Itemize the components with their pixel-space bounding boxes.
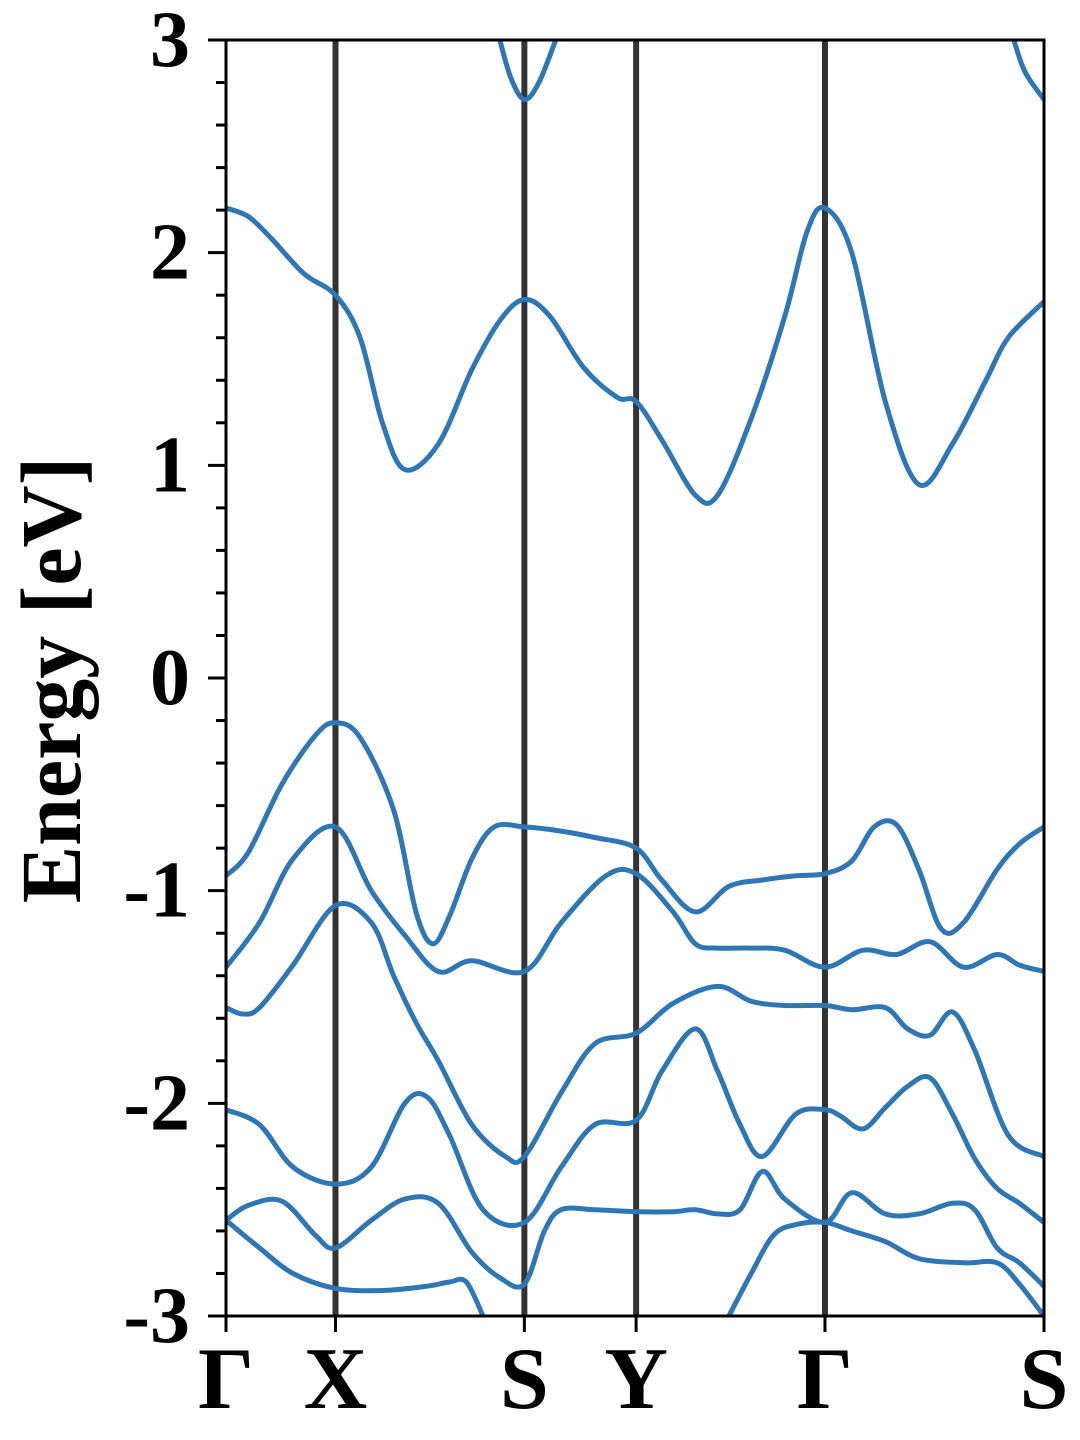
y-tick-label: 3 [150,0,190,84]
x-tick-label: Γ [797,1331,853,1428]
band-line [226,1217,486,1316]
y-tick-label: -2 [123,1059,190,1147]
high-symmetry-lines [332,40,828,1316]
y-minor-ticks [216,81,226,1275]
y-tick-label: -3 [123,1272,190,1360]
band-line [726,1219,1044,1316]
band-line [226,204,1044,506]
x-tick-label: Y [604,1331,668,1428]
y-major-ticks [208,38,226,1318]
y-tick-label: 0 [150,634,190,722]
x-tick-label: S [1020,1331,1069,1428]
y-axis-label: Energy [eV] [3,457,99,904]
band-line [226,720,1044,947]
energy-bands [226,40,1044,1316]
band-line [226,901,1044,1166]
x-tick-label: Γ [198,1331,254,1428]
band-line [497,40,559,102]
band-line [1011,40,1044,102]
y-tick-labels: 3 2 1 0 -1 -2 -3 [123,0,190,1360]
y-tick-label: -1 [123,847,190,935]
x-tick-label: X [304,1331,368,1428]
y-tick-label: 2 [150,209,190,297]
band-line [226,823,1044,976]
x-tick-label: S [500,1331,549,1428]
band-line [226,1026,1044,1228]
y-tick-label: 1 [150,421,190,509]
band-line [226,1168,1044,1290]
